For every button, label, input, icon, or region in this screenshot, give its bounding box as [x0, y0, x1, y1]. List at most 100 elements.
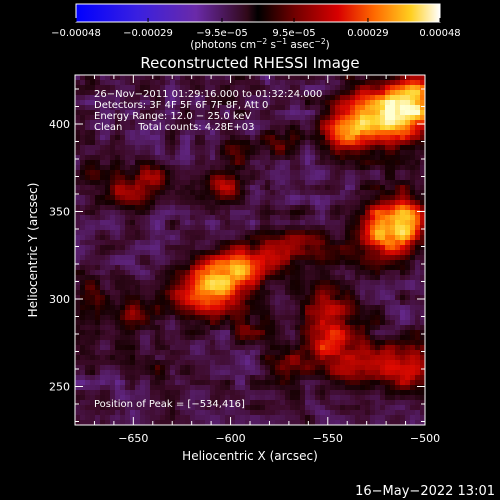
heatmap-cell: [210, 160, 216, 166]
heatmap-cell: [265, 350, 271, 356]
heatmap-cell: [110, 85, 116, 91]
heatmap-cell: [150, 295, 156, 301]
heatmap-cell: [265, 300, 271, 306]
heatmap-cell: [225, 170, 231, 176]
heatmap-cell: [305, 395, 311, 401]
heatmap-cell: [350, 225, 356, 231]
heatmap-cell: [220, 105, 226, 111]
heatmap-cell: [225, 395, 231, 401]
heatmap-cell: [375, 205, 381, 211]
heatmap-cell: [325, 330, 331, 336]
heatmap-cell: [235, 305, 241, 311]
heatmap-cell: [85, 365, 91, 371]
heatmap-cell: [180, 150, 186, 156]
heatmap-cell: [390, 300, 396, 306]
heatmap-cell: [345, 95, 351, 101]
heatmap-cell: [345, 325, 351, 331]
heatmap-cell: [225, 110, 231, 116]
heatmap-cell: [220, 210, 226, 216]
heatmap-cell: [260, 275, 266, 281]
heatmap-cell: [90, 130, 96, 136]
heatmap-cell: [150, 270, 156, 276]
heatmap-cell: [350, 200, 356, 206]
heatmap-cell: [310, 210, 316, 216]
heatmap-cell: [150, 400, 156, 406]
heatmap-cell: [320, 150, 326, 156]
heatmap-cell: [390, 145, 396, 151]
heatmap-cell: [285, 290, 291, 296]
heatmap-cell: [135, 410, 141, 416]
heatmap-cell: [220, 115, 226, 121]
heatmap-cell: [170, 350, 176, 356]
heatmap-cell: [350, 350, 356, 356]
heatmap-cell: [80, 280, 86, 286]
heatmap-cell: [380, 215, 386, 221]
heatmap-cell: [95, 180, 101, 186]
heatmap-cell: [400, 400, 406, 406]
heatmap-cell: [375, 125, 381, 131]
heatmap-cell: [320, 105, 326, 111]
heatmap-cell: [110, 175, 116, 181]
heatmap-cell: [350, 335, 356, 341]
heatmap-cell: [420, 205, 426, 211]
heatmap-cell: [330, 280, 336, 286]
heatmap-cell: [360, 350, 366, 356]
heatmap-cell: [205, 240, 211, 246]
heatmap-cell: [160, 120, 166, 126]
heatmap-cell: [85, 340, 91, 346]
heatmap-cell: [330, 115, 336, 121]
heatmap-cell: [160, 250, 166, 256]
heatmap-cell: [405, 295, 411, 301]
heatmap-cell: [270, 300, 276, 306]
heatmap-cell: [195, 420, 201, 426]
heatmap-cell: [210, 185, 216, 191]
heatmap-cell: [85, 150, 91, 156]
heatmap-cell: [195, 250, 201, 256]
heatmap-cell: [305, 400, 311, 406]
heatmap-cell: [155, 250, 161, 256]
heatmap-cell: [95, 400, 101, 406]
heatmap-cell: [355, 415, 361, 421]
heatmap-cell: [160, 280, 166, 286]
heatmap-cell: [315, 300, 321, 306]
heatmap-cell: [370, 365, 376, 371]
heatmap-cell: [385, 145, 391, 151]
heatmap-cell: [290, 350, 296, 356]
heatmap-cell: [100, 375, 106, 381]
heatmap-cell: [335, 80, 341, 86]
heatmap-cell: [355, 255, 361, 261]
heatmap-cell: [370, 80, 376, 86]
heatmap-cell: [375, 280, 381, 286]
heatmap-cell: [355, 260, 361, 266]
heatmap-cell: [415, 345, 421, 351]
heatmap-cell: [320, 270, 326, 276]
heatmap-cell: [150, 170, 156, 176]
heatmap-cell: [180, 405, 186, 411]
heatmap-cell: [410, 320, 416, 326]
heatmap-cell: [95, 75, 101, 81]
heatmap-cell: [125, 375, 131, 381]
heatmap-cell: [250, 310, 256, 316]
heatmap-cell: [340, 155, 346, 161]
heatmap-cell: [355, 405, 361, 411]
heatmap-cell: [385, 160, 391, 166]
heatmap-cell: [215, 185, 221, 191]
heatmap-cell: [220, 170, 226, 176]
heatmap-cell: [195, 375, 201, 381]
heatmap-cell: [350, 295, 356, 301]
heatmap-cell: [335, 155, 341, 161]
heatmap-cell: [255, 240, 261, 246]
heatmap-cell: [130, 160, 136, 166]
heatmap-cell: [115, 345, 121, 351]
heatmap-cell: [285, 380, 291, 386]
heatmap-cell: [165, 350, 171, 356]
heatmap-cell: [200, 280, 206, 286]
heatmap-cell: [370, 100, 376, 106]
heatmap-cell: [305, 280, 311, 286]
heatmap-cell: [420, 235, 426, 241]
heatmap-cell: [360, 290, 366, 296]
heatmap-cell: [175, 120, 181, 126]
heatmap-cell: [230, 275, 236, 281]
heatmap-cell: [75, 410, 81, 416]
heatmap-cell: [195, 125, 201, 131]
